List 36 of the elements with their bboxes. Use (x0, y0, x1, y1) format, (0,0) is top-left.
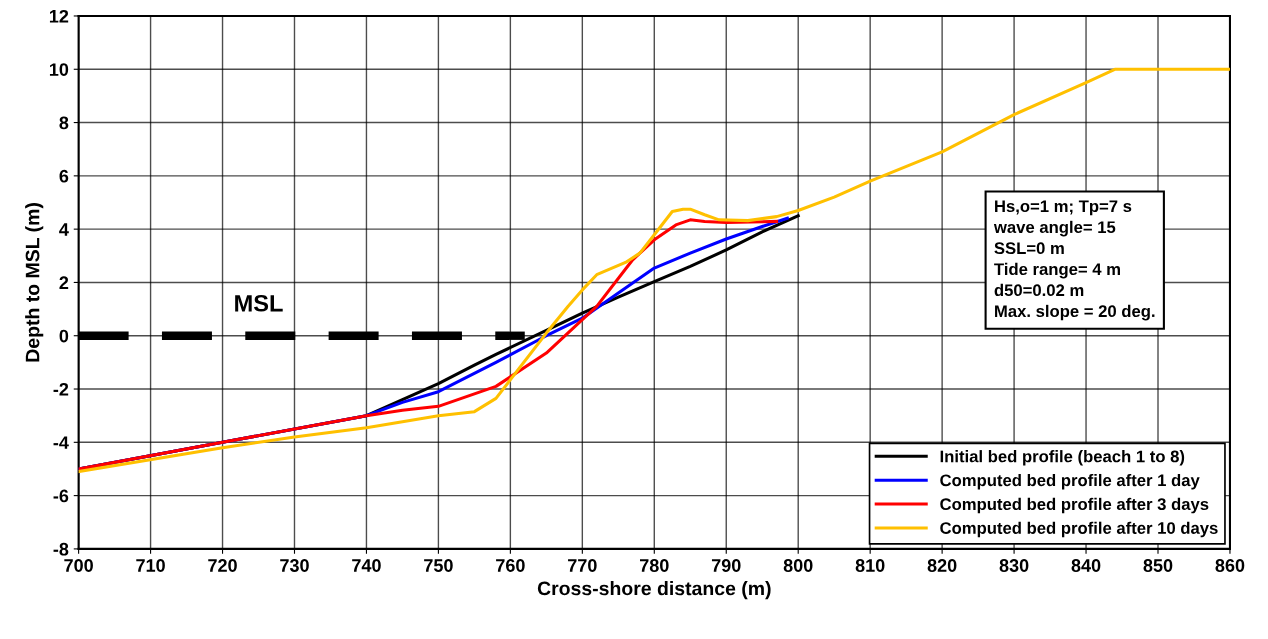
x-tick-label: 800 (783, 559, 813, 572)
x-tick-label: 730 (280, 559, 309, 572)
y-tick-label: -6 (53, 489, 69, 503)
x-axis-title: Cross-shore distance (m) (537, 581, 771, 600)
x-tick-label: 790 (711, 559, 741, 572)
y-tick-label: 2 (59, 276, 69, 289)
x-tick-label: 810 (855, 559, 885, 572)
x-tick-label: 750 (424, 559, 453, 572)
x-tick-label: 760 (496, 559, 525, 572)
x-tick-label: 700 (64, 559, 93, 572)
y-tick-label: 6 (59, 169, 69, 183)
y-tick-label: -2 (53, 382, 69, 396)
legend-label: Computed bed profile after 3 days (940, 497, 1209, 514)
x-tick-label: 820 (927, 559, 957, 572)
x-tick-label: 850 (1143, 559, 1173, 572)
x-tick-label: 710 (136, 559, 165, 572)
y-tick-label: 8 (59, 116, 69, 130)
y-tick-label: 10 (49, 63, 69, 76)
x-tick-label: 720 (208, 559, 237, 572)
y-tick-label: -8 (53, 542, 69, 556)
legend-label: Computed bed profile after 10 days (940, 521, 1218, 538)
annotation: MSL (235, 294, 283, 312)
x-tick-label: 740 (352, 559, 381, 572)
legend-label: Computed bed profile after 1 day (940, 473, 1200, 490)
y-tick-label: 0 (59, 329, 69, 343)
x-tick-label: 780 (640, 559, 669, 572)
annotation: Hs,o=1 m; Tp=7 s wave angle= 15 SSL=0 m Tide range= 4 m d50=0.02 m Max. slope = 20 deg. (993, 200, 1155, 321)
legend-label: Initial bed profile (beach 1 to 8) (940, 450, 1185, 466)
y-tick-label: -4 (53, 436, 69, 449)
x-tick-label: 840 (1071, 559, 1101, 572)
y-axis-title: Depth to MSL (m) (25, 203, 44, 362)
x-tick-label: 770 (568, 559, 597, 572)
y-tick-label: 4 (59, 223, 69, 236)
x-tick-label: 830 (999, 559, 1029, 572)
x-tick-label: 860 (1215, 559, 1245, 572)
y-tick-label: 12 (49, 9, 69, 23)
